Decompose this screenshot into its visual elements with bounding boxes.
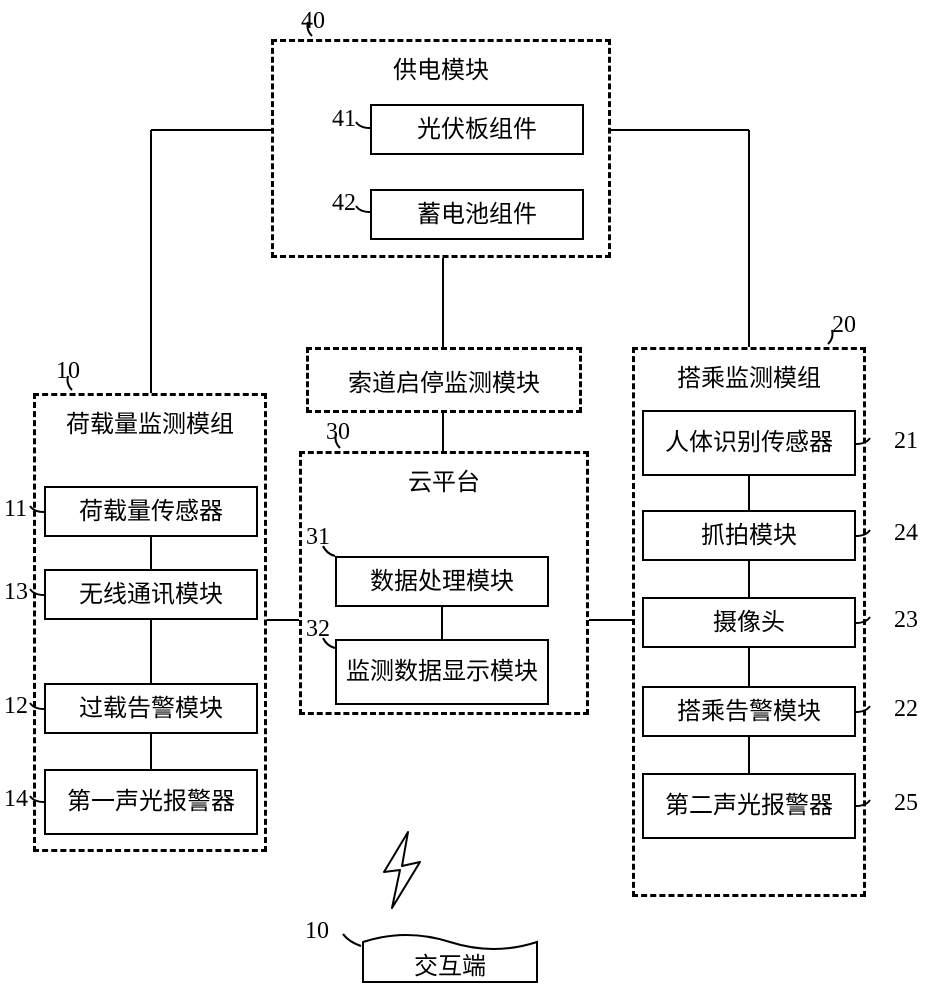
lightning-icon — [378, 830, 426, 910]
lbl-40: 40 — [301, 8, 325, 35]
lbl-30: 30 — [326, 419, 350, 446]
box-dataproc: 数据处理模块 — [335, 556, 549, 607]
box-capture: 抓拍模块 — [642, 510, 856, 561]
group-load-title: 荷载量监测模组 — [36, 404, 264, 439]
box-battery-label: 蓄电池组件 — [417, 200, 537, 230]
lbl-11: 11 — [4, 496, 27, 523]
box-load-sensor-label: 荷载量传感器 — [79, 497, 223, 527]
box-load-sensor: 荷载量传感器 — [44, 486, 258, 537]
lbl-10: 10 — [56, 358, 80, 385]
lbl-31: 31 — [306, 524, 330, 551]
lbl-24: 24 — [894, 520, 918, 547]
lbl-42: 42 — [332, 190, 356, 217]
interactive-end-label: 交互端 — [361, 946, 539, 981]
lbl-bot10: 10 — [305, 918, 329, 945]
group-startstop-title: 索道启停监测模块 — [348, 363, 540, 398]
box-display-label: 监测数据显示模块 — [346, 657, 538, 687]
lbl-23: 23 — [894, 607, 918, 634]
group-cloud-title: 云平台 — [302, 462, 586, 497]
box-alarm2: 第二声光报警器 — [642, 773, 856, 839]
lbl-22: 22 — [894, 696, 918, 723]
box-pv: 光伏板组件 — [370, 104, 584, 155]
box-ride-alarm: 搭乘告警模块 — [642, 686, 856, 737]
box-pv-label: 光伏板组件 — [417, 115, 537, 145]
lbl-14: 14 — [4, 786, 28, 813]
lbl-21: 21 — [894, 428, 918, 455]
box-alarm2-label: 第二声光报警器 — [665, 791, 833, 821]
box-body-sensor-label: 人体识别传感器 — [665, 428, 833, 458]
box-dataproc-label: 数据处理模块 — [370, 567, 514, 597]
group-ride-title: 搭乘监测模组 — [635, 358, 863, 393]
lbl-41: 41 — [332, 106, 356, 133]
box-battery: 蓄电池组件 — [370, 189, 584, 240]
box-capture-label: 抓拍模块 — [701, 521, 797, 551]
group-startstop: 索道启停监测模块 — [306, 347, 582, 413]
box-alarm1-label: 第一声光报警器 — [67, 787, 235, 817]
box-camera-label: 摄像头 — [713, 608, 785, 638]
lbl-12: 12 — [4, 693, 28, 720]
box-camera: 摄像头 — [642, 597, 856, 648]
box-overload-label: 过载告警模块 — [79, 694, 223, 724]
box-body-sensor: 人体识别传感器 — [642, 410, 856, 476]
box-overload: 过载告警模块 — [44, 683, 258, 734]
box-alarm1: 第一声光报警器 — [44, 769, 258, 835]
lbl-13: 13 — [4, 579, 28, 606]
lbl-20: 20 — [832, 312, 856, 339]
box-ride-alarm-label: 搭乘告警模块 — [677, 697, 821, 727]
box-wireless-label: 无线通讯模块 — [79, 580, 223, 610]
lbl-32: 32 — [306, 616, 330, 643]
group-power-title: 供电模块 — [274, 50, 608, 85]
lbl-25: 25 — [894, 790, 918, 817]
box-wireless: 无线通讯模块 — [44, 569, 258, 620]
box-display: 监测数据显示模块 — [335, 639, 549, 705]
